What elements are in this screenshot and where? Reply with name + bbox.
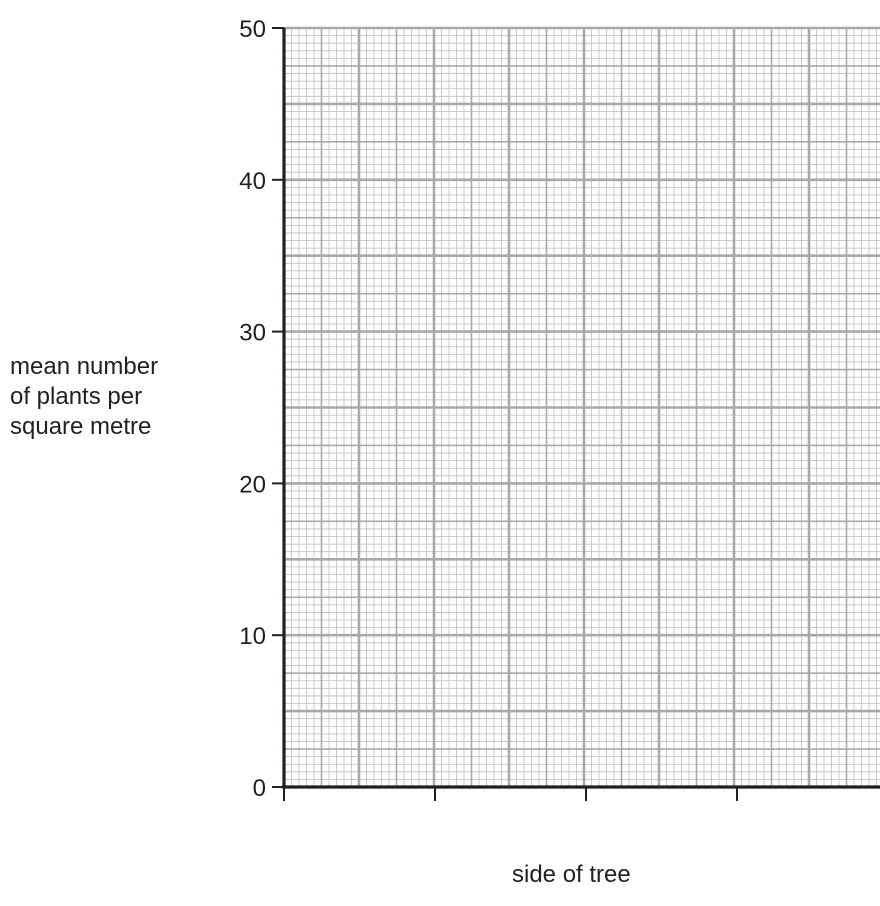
y-tick-label: 30	[239, 320, 266, 347]
y-tick-label: 40	[239, 168, 266, 195]
y-tick-label: 50	[239, 16, 266, 43]
y-axis-label-line-2: of plants per	[10, 383, 143, 410]
major-grid	[284, 26, 880, 787]
y-axis-label: mean number of plants per square metre	[10, 352, 158, 442]
x-ticks	[283, 787, 738, 801]
y-tick-label: 10	[239, 623, 266, 650]
y-axis-label-line-3: square metre	[10, 413, 152, 440]
y-axis-label-line-1: mean number	[10, 353, 159, 380]
y-tick-label: 20	[239, 471, 266, 498]
y-tick-label: 0	[253, 775, 266, 802]
y-ticks: 0 10 20 30 40 50	[239, 16, 284, 802]
x-axis-label: side of tree	[512, 861, 631, 888]
